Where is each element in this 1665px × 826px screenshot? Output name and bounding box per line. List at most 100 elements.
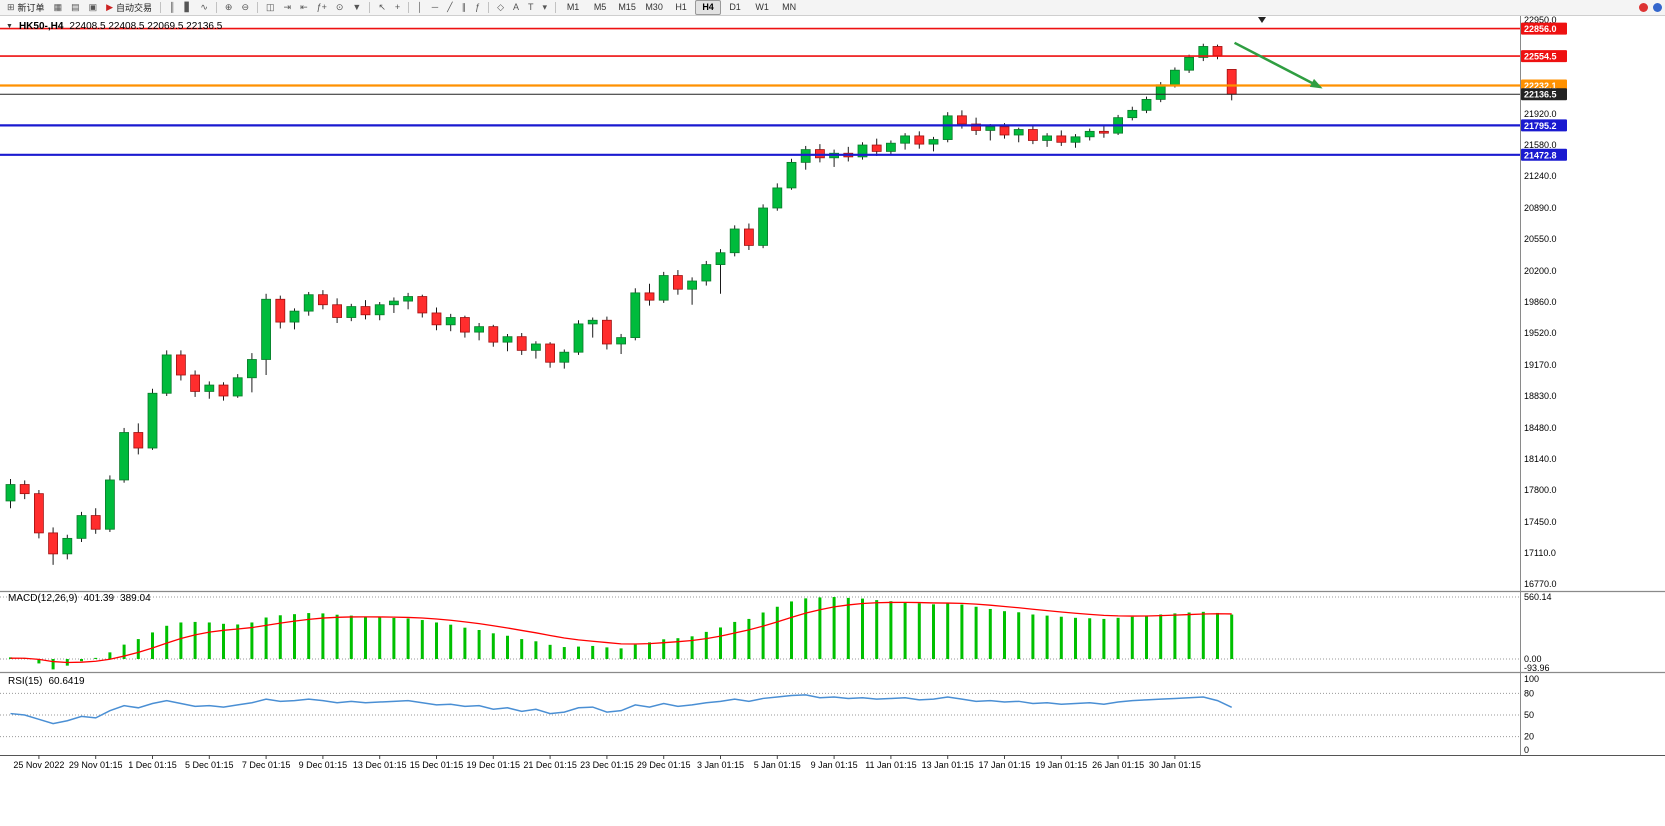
toolbar-separator: [408, 2, 410, 13]
price-label-text: 21795.2: [1524, 121, 1557, 131]
horizontal-line-button[interactable]: ─: [428, 0, 442, 16]
time-axis-label: 7 Dec 01:15: [242, 760, 291, 770]
toolbar: ⊞ 新订单 ▦ ▤ ▣ ▶ 自动交易 ║ ▋ ∿ ⊕ ⊖ ◫ ⇥ ⇤ ƒ+ ⊙ ▼ ↖ + │ ─ ╱ ∥ ƒ ◇ A T ▾ M1 M5 M…: [0, 0, 1665, 16]
macd-main-value: 401.39: [83, 593, 115, 604]
price-axis-label: 19860.0: [1524, 297, 1557, 307]
chart-shift-button[interactable]: ⇤: [296, 0, 312, 16]
rsi-panel-label: RSI(15) 60.6419: [8, 676, 85, 687]
macd-panel: 560.14 0.00-93.96: [0, 592, 1552, 673]
candle-up: [1070, 136, 1081, 143]
timeframe-w1-button[interactable]: W1: [755, 2, 769, 12]
auto-scroll-button[interactable]: ⇥: [280, 0, 296, 16]
price-axis[interactable]: 22950.0 21920.0 21580.0 21240.0 20890.0 20550…: [1524, 15, 1557, 589]
navigator-button[interactable]: ▤: [67, 0, 84, 16]
ohlc-values: 22408.5 22408.5 22069.5 22136.5: [69, 21, 223, 32]
trend-arrow-head: [1309, 78, 1323, 89]
time-axis-label: 17 Jan 01:15: [978, 760, 1030, 770]
price-axis-label: 19170.0: [1524, 360, 1557, 370]
candle-down: [1212, 46, 1223, 56]
time-axis-label: 5 Jan 01:15: [754, 760, 801, 770]
chart-end-marker: [1258, 17, 1266, 23]
price-axis-label: 21240.0: [1524, 171, 1557, 181]
new-order-button-label: 新订单: [17, 3, 45, 13]
candle-up: [1127, 109, 1138, 119]
candle-down: [957, 115, 967, 125]
channel-button[interactable]: ∥: [458, 0, 471, 16]
timeframe-m15-button[interactable]: M15: [618, 2, 636, 12]
trend-arrow-line: [1233, 41, 1317, 86]
crosshair-button[interactable]: +: [391, 0, 404, 16]
chart-bars-button[interactable]: ║: [165, 0, 179, 16]
candle-up: [246, 359, 257, 379]
timeframe-m1-button[interactable]: M1: [566, 2, 580, 12]
time-axis[interactable]: 25 Nov 2022 29 Nov 01:15 1 Dec 01:15 5 Dec …: [13, 755, 1201, 770]
candle-up: [800, 149, 811, 163]
candle-down: [871, 144, 882, 152]
shapes-button[interactable]: ◇: [493, 0, 508, 16]
timeframe-m30-button[interactable]: M30: [645, 2, 663, 12]
candle-down: [218, 384, 229, 397]
chart-title: ▼ HK50-,H4 22408.5 22408.5 22069.5 22136…: [6, 21, 222, 32]
time-axis-label: 19 Dec 01:15: [467, 760, 521, 770]
candle-down: [914, 135, 925, 145]
cursor-button[interactable]: ↖: [374, 0, 390, 16]
rsi-axis-label: 80: [1524, 688, 1534, 698]
candle-up: [573, 323, 584, 353]
candle-up: [204, 384, 215, 392]
one-click-trading-icon[interactable]: ▼: [6, 23, 13, 30]
terminal-button[interactable]: ▣: [85, 0, 102, 16]
timeframe-m5-button[interactable]: M5: [593, 2, 607, 12]
fibonacci-button[interactable]: ƒ: [471, 0, 484, 16]
rsi-value: 60.6419: [48, 676, 85, 687]
candle-up: [161, 354, 172, 394]
chart-line-button[interactable]: ∿: [196, 0, 212, 16]
candle-up: [1141, 98, 1152, 111]
candle-up: [445, 317, 456, 326]
timeframe-mn-button[interactable]: MN: [782, 2, 797, 12]
candle-up: [942, 115, 953, 140]
crosshair-icon: +: [394, 2, 401, 12]
trendline-button[interactable]: ╱: [443, 0, 456, 16]
channel-icon: ∥: [461, 2, 467, 12]
candle-down: [190, 374, 201, 392]
autotrading-button[interactable]: ▶ 自动交易: [102, 0, 156, 16]
message-icon[interactable]: [1653, 3, 1662, 12]
text-button[interactable]: A: [509, 0, 523, 16]
alert-icon[interactable]: [1639, 3, 1648, 12]
symbol-period-label: HK50-,H4: [18, 21, 64, 32]
periods-button[interactable]: ⊙: [332, 0, 348, 16]
candle-up: [474, 326, 485, 333]
candle-down: [1028, 129, 1038, 141]
vertical-line-button[interactable]: │: [413, 0, 427, 16]
chart-shift-icon: ⇤: [300, 2, 308, 12]
candle-up: [1198, 46, 1209, 58]
market-watch-button[interactable]: ▦: [50, 0, 67, 16]
time-axis-label: 29 Nov 01:15: [69, 760, 123, 770]
fibonacci-icon: ƒ: [475, 2, 481, 12]
candle-down: [175, 354, 186, 376]
candle-up: [857, 144, 868, 158]
timeframe-h4-button[interactable]: H4: [695, 0, 722, 15]
time-axis-label: 11 Jan 01:15: [865, 760, 916, 770]
candle-down: [133, 432, 144, 449]
zoom-out-button[interactable]: ⊖: [237, 0, 253, 16]
timeframe-h1-button[interactable]: H1: [675, 2, 687, 12]
indicators-button[interactable]: ƒ+: [313, 0, 331, 16]
price-label-box: [1521, 22, 1567, 35]
label-button[interactable]: T: [524, 0, 538, 16]
candle-down: [360, 306, 371, 316]
arrows-button[interactable]: ▾: [539, 0, 552, 16]
horizontal-line-icon: ─: [431, 2, 439, 12]
timeframe-d1-button[interactable]: D1: [729, 2, 741, 12]
chart-candles-button[interactable]: ▋: [180, 0, 195, 16]
zoom-in-button[interactable]: ⊕: [221, 0, 237, 16]
cursor-icon: ↖: [378, 2, 386, 12]
candle-down: [1056, 135, 1067, 143]
trend-arrow[interactable]: [1233, 41, 1323, 89]
price-axis-label: 18830.0: [1524, 391, 1557, 401]
templates-button[interactable]: ▼: [348, 0, 365, 16]
tile-windows-button[interactable]: ◫: [262, 0, 279, 16]
candle-up: [786, 161, 797, 189]
new-order-button[interactable]: ⊞ 新订单: [3, 0, 49, 16]
